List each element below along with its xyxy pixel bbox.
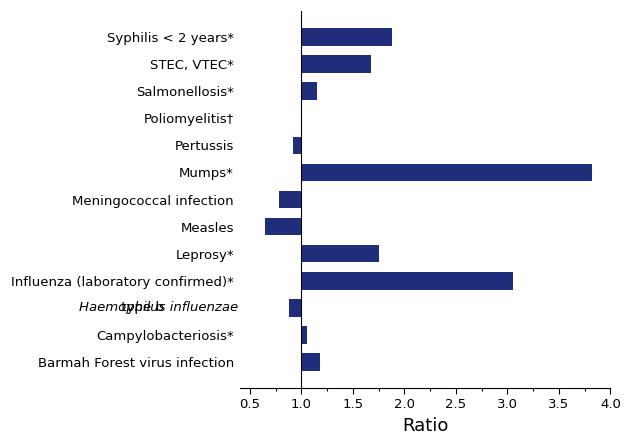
Bar [301, 55, 372, 73]
Bar [301, 326, 307, 344]
Bar [301, 272, 513, 289]
Bar [301, 28, 392, 46]
Bar [279, 191, 301, 208]
Bar [301, 164, 592, 181]
Bar [265, 218, 301, 235]
Bar [293, 136, 301, 154]
Text: type b: type b [117, 301, 164, 314]
Bar [301, 83, 317, 100]
Text: Haemophilus influenzae: Haemophilus influenzae [78, 301, 238, 314]
Bar [301, 353, 320, 371]
X-axis label: Ratio: Ratio [402, 417, 448, 435]
Bar [301, 245, 379, 263]
Bar [289, 299, 301, 317]
